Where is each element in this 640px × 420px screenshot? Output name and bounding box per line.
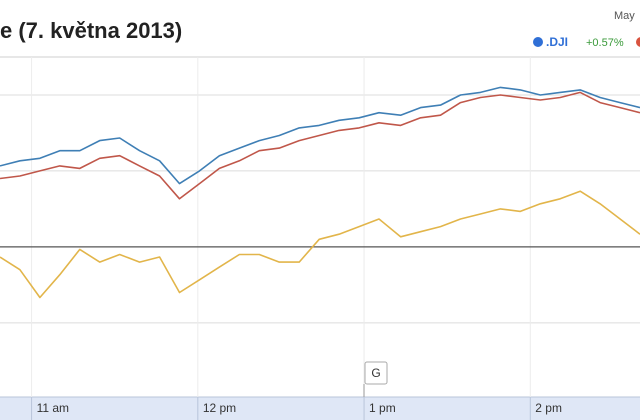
legend-change: +0.57% [586,37,624,49]
x-tick-label: 1 pm [369,401,396,415]
series-line [0,86,640,185]
chart-title: e (7. května 2013) [0,18,182,43]
x-tick-label: 2 pm [535,401,562,415]
marker-box [364,361,388,385]
x-axis-strip [0,397,640,420]
legend-label: .DJI [546,35,568,49]
x-tick-label: 11 am [37,401,69,415]
legend-dot [636,37,640,47]
legend-dot [533,37,543,47]
event-marker[interactable]: G [363,361,388,397]
series-line [0,91,640,200]
header-note: May [614,10,635,22]
x-tick-label: 12 pm [203,401,236,415]
series-line [0,190,640,299]
marker-label: G [371,366,380,380]
